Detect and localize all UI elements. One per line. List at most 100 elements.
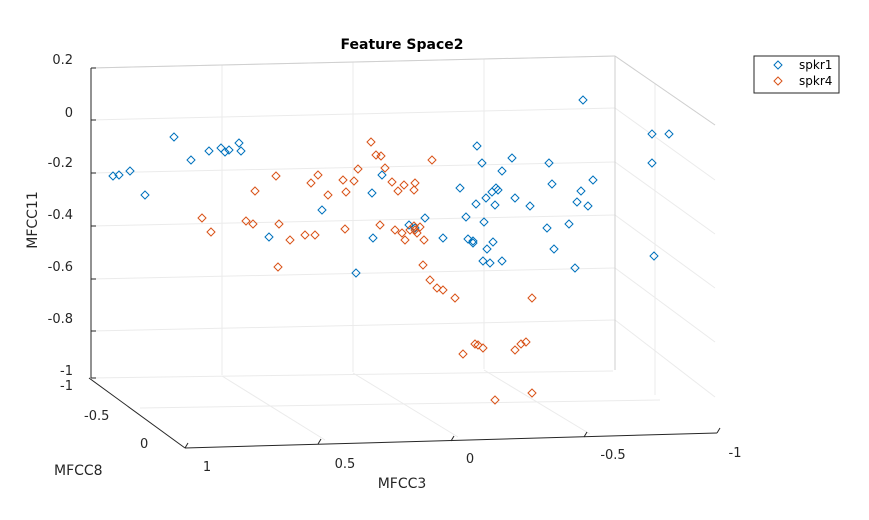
- data-point-spkr1: [236, 146, 246, 156]
- z-tick-label: -0.8: [48, 312, 73, 327]
- data-point-spkr4: [273, 262, 283, 272]
- data-point-spkr1: [367, 188, 377, 198]
- data-point-spkr1: [485, 258, 495, 268]
- data-point-spkr1: [317, 205, 327, 215]
- legend-label-spkr4: spkr4: [799, 74, 832, 88]
- data-point-spkr1: [472, 141, 482, 151]
- grid: [88, 55, 716, 441]
- data-point-spkr4: [516, 339, 526, 349]
- data-point-spkr4: [248, 219, 258, 229]
- z-tick-label: 0: [65, 106, 73, 121]
- data-point-spkr4: [458, 349, 468, 359]
- z-tick-label: -1: [60, 364, 73, 379]
- data-point-spkr4: [300, 230, 310, 240]
- z-tick-label: -0.6: [48, 260, 73, 275]
- data-point-spkr1: [125, 166, 135, 176]
- y-axis-line: [88, 377, 186, 449]
- series-spkr1: [108, 95, 674, 278]
- data-point-spkr4: [341, 187, 351, 197]
- series-layer: [108, 95, 674, 405]
- data-point-spkr1: [455, 183, 465, 193]
- data-point-spkr4: [427, 155, 437, 165]
- data-point-spkr4: [274, 219, 284, 229]
- data-point-spkr1: [351, 268, 361, 278]
- x-tick-label: -0.5: [600, 448, 625, 463]
- data-point-spkr4: [438, 285, 448, 295]
- data-point-spkr1: [488, 237, 498, 247]
- data-point-spkr4: [419, 235, 429, 245]
- data-point-spkr4: [271, 171, 281, 181]
- data-point-spkr1: [647, 129, 657, 139]
- legend-item-spkr1: spkr1: [773, 58, 832, 72]
- data-point-spkr4: [397, 228, 407, 238]
- x-tick-label: 1: [203, 460, 211, 475]
- tick-marks: [91, 67, 721, 449]
- data-point-spkr4: [340, 224, 350, 234]
- z-axis-label: MFCC11: [25, 191, 41, 249]
- data-point-spkr4: [393, 186, 403, 196]
- z-tick-label: -0.4: [48, 208, 73, 223]
- data-point-spkr1: [477, 158, 487, 168]
- data-point-spkr4: [432, 283, 442, 293]
- box-edges: [90, 55, 716, 378]
- data-point-spkr1: [542, 223, 552, 233]
- data-point-spkr4: [250, 186, 260, 196]
- data-point-spkr1: [664, 129, 674, 139]
- data-point-spkr1: [482, 244, 492, 254]
- data-point-spkr4: [376, 151, 386, 161]
- data-point-spkr4: [241, 216, 251, 226]
- data-point-spkr4: [285, 235, 295, 245]
- data-point-spkr1: [544, 158, 554, 168]
- data-point-spkr1: [461, 212, 471, 222]
- data-point-spkr4: [400, 235, 410, 245]
- data-point-spkr1: [234, 138, 244, 148]
- data-point-spkr4: [349, 176, 359, 186]
- x-tick-label: -1: [729, 446, 742, 461]
- data-point-spkr4: [527, 293, 537, 303]
- data-point-spkr1: [497, 166, 507, 176]
- axes: [88, 68, 718, 449]
- legend-item-spkr4: spkr4: [773, 74, 832, 88]
- data-point-spkr1: [186, 155, 196, 165]
- x-tick-labels: 1 0.5 0 -0.5 -1: [203, 446, 742, 475]
- data-point-spkr1: [525, 201, 535, 211]
- data-point-spkr4: [387, 177, 397, 187]
- data-point-spkr1: [649, 251, 659, 261]
- data-point-spkr1: [377, 170, 387, 180]
- data-point-spkr1: [510, 193, 520, 203]
- data-point-spkr1: [468, 236, 478, 246]
- x-axis-label: MFCC3: [378, 476, 427, 492]
- data-point-spkr1: [264, 232, 274, 242]
- data-point-spkr4: [470, 339, 480, 349]
- data-point-spkr1: [578, 95, 588, 105]
- y-tick-labels: -1 -0.5 0: [60, 379, 148, 452]
- data-point-spkr4: [197, 213, 207, 223]
- data-point-spkr4: [510, 345, 520, 355]
- data-point-spkr4: [313, 170, 323, 180]
- data-point-spkr1: [478, 256, 488, 266]
- z-tick-label: -0.2: [48, 156, 73, 171]
- z-tick-label: 0.2: [52, 53, 73, 68]
- x-tick-label: 0.5: [335, 457, 356, 472]
- legend-box: [753, 55, 840, 94]
- y-tick-label: 0: [140, 437, 148, 452]
- x-tick-label: 0: [466, 452, 474, 467]
- data-point-spkr4: [310, 230, 320, 240]
- data-point-spkr4: [353, 164, 363, 174]
- data-point-spkr4: [415, 222, 425, 232]
- data-point-spkr4: [412, 228, 422, 238]
- data-point-spkr1: [547, 179, 557, 189]
- data-point-spkr4: [306, 178, 316, 188]
- chart-title: Feature Space2: [341, 37, 464, 53]
- data-point-spkr1: [564, 219, 574, 229]
- legend-marker-spkr1: [773, 60, 783, 70]
- y-tick-label: -0.5: [84, 409, 109, 424]
- data-point-spkr4: [450, 293, 460, 303]
- data-point-spkr1: [220, 147, 230, 157]
- z-tick-labels: 0.2 0 -0.2 -0.4 -0.6 -0.8 -1: [48, 53, 73, 379]
- data-point-spkr1: [507, 153, 517, 163]
- legend-marker-spkr4: [773, 76, 783, 86]
- data-point-spkr1: [570, 263, 580, 273]
- data-point-spkr1: [588, 175, 598, 185]
